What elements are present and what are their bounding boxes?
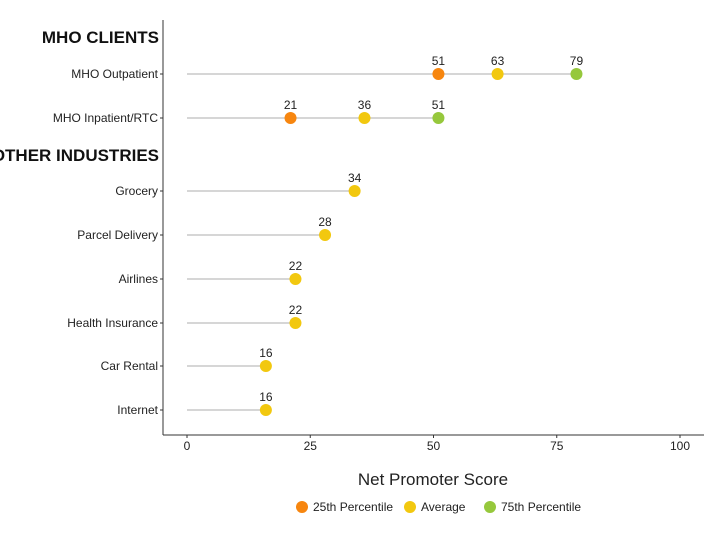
- row-label: Grocery: [115, 184, 158, 198]
- row-label: Car Rental: [101, 359, 158, 373]
- data-label: 63: [491, 54, 505, 68]
- data-point-avg: [259, 360, 272, 372]
- x-tick-label: 0: [184, 439, 191, 453]
- legend-swatch: [404, 501, 416, 513]
- legend-label: 75th Percentile: [501, 500, 581, 514]
- data-label: 22: [289, 303, 303, 317]
- data-label: 28: [318, 215, 332, 229]
- data-point-avg: [358, 112, 371, 124]
- row-label: MHO Outpatient: [71, 67, 158, 81]
- data-point-avg: [319, 229, 332, 241]
- row-label: Parcel Delivery: [77, 228, 158, 242]
- data-label: 79: [570, 54, 584, 68]
- data-label: 22: [289, 259, 303, 273]
- group-header: OTHER INDUSTRIES: [0, 146, 159, 165]
- data-label: 16: [259, 390, 273, 404]
- data-point-p25: [432, 68, 445, 80]
- row-label: Airlines: [119, 272, 158, 286]
- x-tick-label: 100: [670, 439, 690, 453]
- data-point-p25: [284, 112, 297, 124]
- x-tick-label: 75: [550, 439, 564, 453]
- data-label: 51: [432, 98, 446, 112]
- row-label: Internet: [117, 403, 158, 417]
- data-label: 34: [348, 171, 362, 185]
- row-label: Health Insurance: [67, 316, 158, 330]
- group-header: MHO CLIENTS: [42, 28, 159, 47]
- data-label: 36: [358, 98, 372, 112]
- data-point-avg: [491, 68, 504, 80]
- x-tick-label: 25: [304, 439, 318, 453]
- data-point-avg: [259, 404, 272, 416]
- data-point-p75: [570, 68, 583, 80]
- data-point-avg: [289, 317, 302, 329]
- x-tick-label: 50: [427, 439, 441, 453]
- legend-label: 25th Percentile: [313, 500, 393, 514]
- row-label: MHO Inpatient/RTC: [53, 111, 158, 125]
- x-axis-title: Net Promoter Score: [358, 470, 508, 489]
- data-point-avg: [289, 273, 302, 285]
- legend-swatch: [296, 501, 308, 513]
- data-label: 51: [432, 54, 446, 68]
- data-label: 21: [284, 98, 298, 112]
- legend-swatch: [484, 501, 496, 513]
- data-point-p75: [432, 112, 445, 124]
- legend-label: Average: [421, 500, 466, 514]
- data-label: 16: [259, 346, 273, 360]
- data-point-avg: [348, 185, 361, 197]
